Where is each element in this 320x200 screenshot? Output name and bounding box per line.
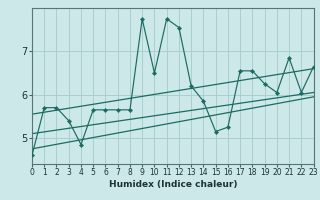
- X-axis label: Humidex (Indice chaleur): Humidex (Indice chaleur): [108, 180, 237, 189]
